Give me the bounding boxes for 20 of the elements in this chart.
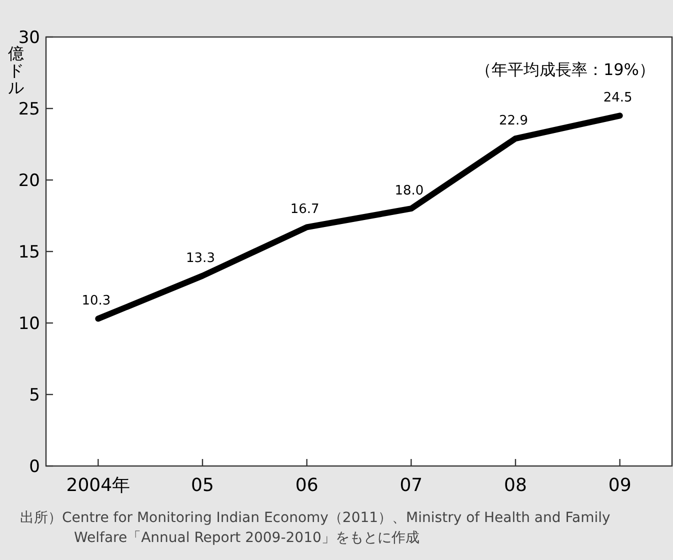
y-tick-label: 25	[18, 100, 40, 120]
x-tick-label: 08	[504, 475, 527, 496]
x-tick-label: 07	[400, 475, 423, 496]
data-label: 18.0	[394, 184, 424, 199]
y-tick-label: 10	[18, 314, 40, 334]
y-tick-label: 0	[29, 457, 40, 477]
data-label: 10.3	[82, 294, 111, 309]
data-label: 22.9	[499, 114, 528, 129]
x-tick-label: 06	[295, 475, 318, 496]
data-label: 13.3	[186, 250, 215, 266]
annotation: （年平均成長率：19%）	[475, 60, 655, 79]
x-tick-label: 09	[608, 475, 632, 496]
y-tick-label: 20	[18, 171, 40, 191]
x-tick-label: 05	[191, 475, 214, 496]
x-tick-label: 2004年	[66, 475, 130, 496]
data-label: 16.7	[290, 202, 320, 218]
data-label: 24.5	[603, 90, 632, 106]
y-tick-label: 15	[18, 242, 40, 262]
text: 出所）Centre for Monitoring Indian Economy（2011）、Ministry of Health and Family Welfare「Annual Report 2009-2010」をもとに作成	[20, 509, 612, 548]
y-tick-label: 5	[29, 386, 40, 406]
